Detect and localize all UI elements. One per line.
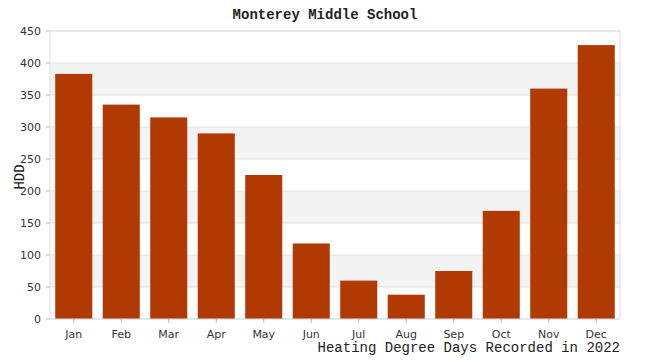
x-tick: [168, 319, 169, 323]
bar: [293, 243, 330, 319]
y-tick-label: 450: [20, 25, 41, 38]
y-tick: [46, 63, 50, 64]
chart-title: Monterey Middle School: [233, 7, 418, 23]
y-tick: [46, 31, 50, 32]
y-tick-label: 300: [20, 121, 41, 134]
x-tick-label: Apr: [207, 328, 227, 341]
x-tick: [453, 319, 454, 323]
y-tick: [46, 255, 50, 256]
y-tick-label: 100: [20, 249, 41, 262]
y-tick: [46, 191, 50, 192]
bar: [245, 175, 282, 319]
x-tick: [216, 319, 217, 323]
y-tick-label: 400: [20, 57, 41, 70]
chart-container: 050100150200250300350400450JanFebMarAprM…: [0, 0, 650, 360]
y-tick: [46, 127, 50, 128]
y-axis-label: HDD: [12, 164, 28, 189]
y-tick: [46, 159, 50, 160]
x-tick: [311, 319, 312, 323]
bar: [435, 271, 472, 319]
x-tick: [406, 319, 407, 323]
x-tick-label: May: [252, 328, 275, 341]
x-tick-label: Jan: [64, 328, 82, 341]
x-axis-label: Heating Degree Days Recorded in 2022: [318, 340, 620, 356]
plot-frame: [50, 31, 620, 319]
plot-background: [50, 31, 620, 319]
y-tick: [46, 287, 50, 288]
y-tick: [46, 95, 50, 96]
y-tick-label: 350: [20, 89, 41, 102]
x-tick: [548, 319, 549, 323]
bar: [103, 105, 140, 319]
bar: [340, 281, 377, 319]
x-tick: [596, 319, 597, 323]
bars: [55, 45, 615, 319]
x-tick: [358, 319, 359, 323]
x-tick-label: Mar: [158, 328, 179, 341]
bar: [388, 295, 425, 319]
bar: [55, 74, 92, 319]
chart-svg: 050100150200250300350400450JanFebMarAprM…: [0, 0, 650, 360]
x-tick-label: Feb: [112, 328, 131, 341]
x-tick: [73, 319, 74, 323]
y-tick-label: 0: [34, 313, 41, 326]
bar: [150, 117, 187, 319]
bar: [530, 89, 567, 319]
x-tick: [501, 319, 502, 323]
bar: [578, 45, 615, 319]
x-tick: [263, 319, 264, 323]
y-tick: [46, 223, 50, 224]
y-tick-label: 250: [20, 153, 41, 166]
bar: [198, 133, 235, 319]
bar: [483, 211, 520, 319]
y-tick-label: 150: [20, 217, 41, 230]
x-tick: [121, 319, 122, 323]
y-tick: [46, 319, 50, 320]
grid-line: [50, 63, 620, 64]
y-tick-label: 50: [27, 281, 41, 294]
